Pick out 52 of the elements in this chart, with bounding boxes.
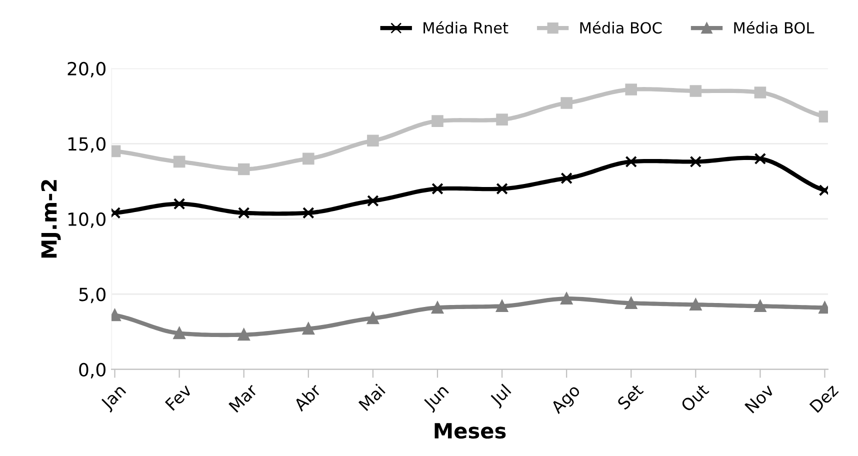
legend-label: Média BOC [580, 21, 662, 34]
point [690, 298, 702, 311]
point [432, 302, 444, 314]
point [625, 84, 638, 96]
point [302, 322, 314, 335]
point [238, 206, 250, 219]
x-tick-label: Fev [164, 383, 193, 411]
y-tick-label: 10,0 [68, 212, 106, 228]
point [754, 86, 766, 98]
point [238, 163, 250, 176]
point [754, 300, 766, 312]
x-tick-label: Set [616, 383, 644, 410]
point [560, 97, 572, 109]
point [173, 156, 186, 168]
point [432, 182, 444, 195]
x-tick-label: Jan [100, 384, 128, 413]
point [625, 156, 638, 168]
point [496, 300, 508, 312]
point [754, 152, 766, 165]
point [302, 152, 314, 165]
legend-label: Média Rnet [424, 21, 508, 34]
point [496, 182, 508, 195]
x-tick-label: Nov [744, 383, 775, 414]
point [302, 206, 314, 219]
legend-label: Média BOL [734, 21, 814, 34]
x-tick-label: Ago [550, 384, 584, 417]
x-tick-label: Mai [358, 384, 386, 412]
point [625, 297, 638, 310]
point [173, 327, 186, 340]
point [173, 198, 186, 210]
x-tick-label: Dez [809, 383, 839, 414]
x-axis-title: Meses [434, 423, 506, 439]
x-tick-label: Mar [228, 382, 258, 413]
y-tick-label: 20,0 [68, 62, 106, 78]
y-tick-label: 15,0 [68, 137, 106, 153]
y-tick-label: 5,0 [79, 288, 106, 304]
point [690, 156, 702, 168]
point [560, 292, 572, 305]
point [238, 328, 250, 341]
point [496, 114, 508, 126]
y-axis-title: MJ.m-2 [41, 180, 61, 258]
y-tick-label: 0,0 [79, 362, 106, 378]
point [560, 172, 572, 184]
x-tick-label: Jun [422, 384, 452, 413]
point [367, 312, 379, 324]
x-tick-label: Abr [292, 382, 322, 412]
x-tick-label: Out [680, 383, 710, 412]
point [367, 194, 379, 207]
point [367, 134, 379, 147]
point [690, 85, 702, 97]
point [432, 115, 444, 127]
x-tick-label: Jul [488, 384, 514, 409]
